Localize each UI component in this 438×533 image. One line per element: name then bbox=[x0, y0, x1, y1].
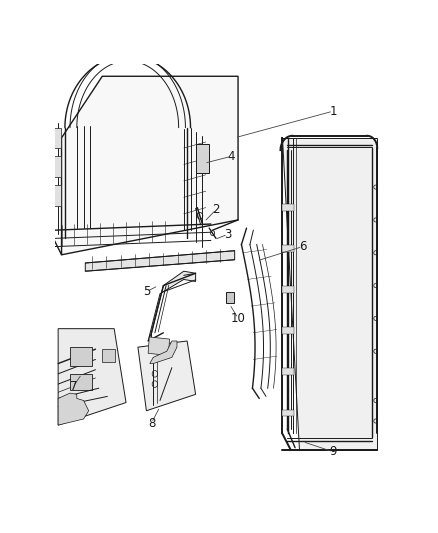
Bar bbox=[282, 409, 294, 416]
Bar bbox=[148, 337, 170, 356]
Text: 3: 3 bbox=[224, 228, 232, 241]
Bar bbox=[102, 349, 115, 361]
Text: 7: 7 bbox=[70, 379, 77, 393]
Text: 8: 8 bbox=[148, 417, 155, 430]
Polygon shape bbox=[58, 329, 126, 425]
Bar bbox=[70, 347, 92, 366]
Bar bbox=[226, 292, 233, 303]
Bar bbox=[282, 327, 294, 334]
Text: 2: 2 bbox=[212, 203, 220, 216]
Bar bbox=[52, 127, 60, 148]
Bar bbox=[70, 374, 92, 390]
Text: 1: 1 bbox=[329, 104, 337, 118]
Text: 6: 6 bbox=[299, 240, 306, 253]
Text: 4: 4 bbox=[227, 150, 235, 163]
Bar bbox=[282, 245, 294, 252]
Bar bbox=[196, 144, 208, 173]
Bar bbox=[282, 286, 294, 293]
Polygon shape bbox=[282, 138, 377, 450]
Text: 10: 10 bbox=[231, 312, 245, 325]
Bar bbox=[282, 204, 294, 211]
Polygon shape bbox=[58, 393, 88, 425]
Text: 5: 5 bbox=[143, 285, 150, 298]
Polygon shape bbox=[138, 341, 196, 411]
Bar bbox=[52, 185, 60, 206]
Polygon shape bbox=[61, 76, 238, 255]
Polygon shape bbox=[150, 341, 177, 364]
Text: 9: 9 bbox=[329, 445, 337, 458]
Bar bbox=[282, 368, 294, 375]
Bar bbox=[52, 156, 60, 177]
Polygon shape bbox=[85, 251, 235, 271]
Polygon shape bbox=[148, 271, 196, 341]
